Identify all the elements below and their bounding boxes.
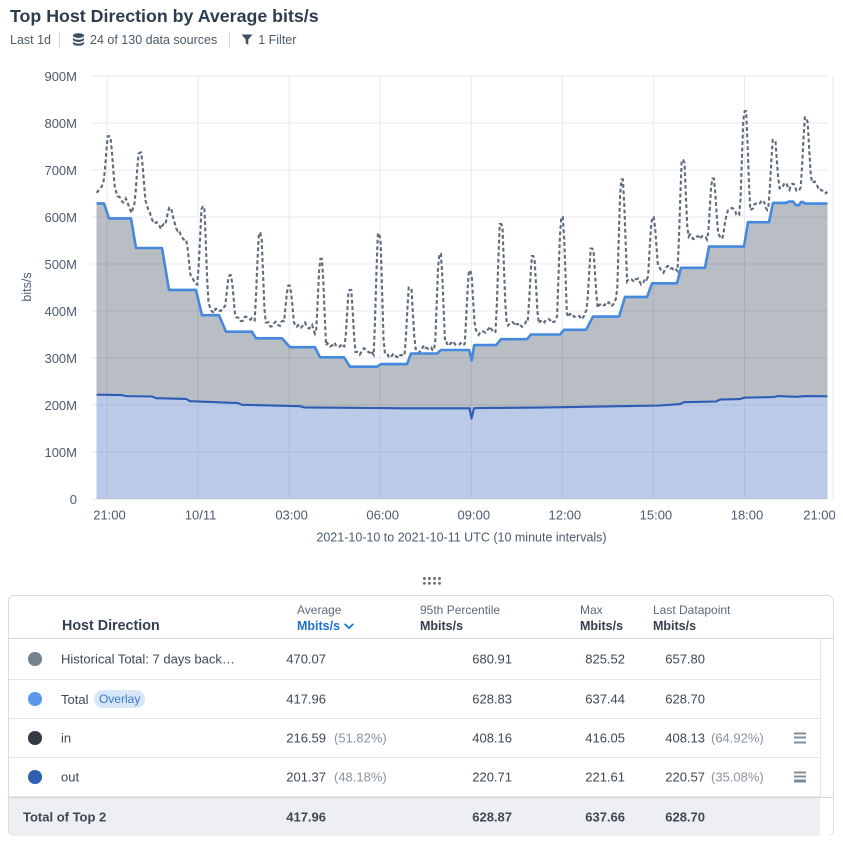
svg-text:2021-10-10 to 2021-10-11 UTC (: 2021-10-10 to 2021-10-11 UTC (10 minute … bbox=[316, 531, 606, 545]
svg-text:21:00: 21:00 bbox=[803, 508, 836, 523]
svg-text:200M: 200M bbox=[44, 398, 77, 413]
svg-text:500M: 500M bbox=[44, 257, 77, 272]
svg-text:800M: 800M bbox=[44, 116, 77, 131]
svg-text:03:00: 03:00 bbox=[275, 508, 308, 523]
svg-text:300M: 300M bbox=[44, 351, 77, 366]
svg-text:06:00: 06:00 bbox=[366, 508, 399, 523]
svg-text:700M: 700M bbox=[44, 163, 77, 178]
svg-text:bits/s: bits/s bbox=[20, 272, 34, 301]
svg-text:12:00: 12:00 bbox=[549, 508, 582, 523]
svg-text:0: 0 bbox=[70, 492, 77, 507]
svg-text:18:00: 18:00 bbox=[731, 508, 764, 523]
svg-text:100M: 100M bbox=[44, 445, 77, 460]
svg-text:600M: 600M bbox=[44, 210, 77, 225]
svg-text:400M: 400M bbox=[44, 304, 77, 319]
svg-text:900M: 900M bbox=[44, 69, 77, 84]
svg-text:21:00: 21:00 bbox=[93, 508, 126, 523]
svg-text:09:00: 09:00 bbox=[458, 508, 491, 523]
svg-text:10/11: 10/11 bbox=[185, 508, 217, 523]
svg-text:15:00: 15:00 bbox=[640, 508, 673, 523]
